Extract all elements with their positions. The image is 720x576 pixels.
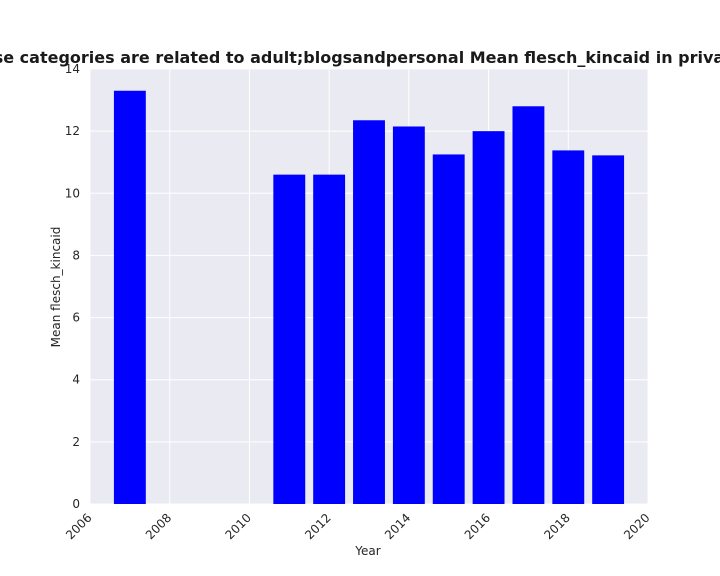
bar-2015 (432, 154, 465, 505)
bars (113, 90, 625, 505)
x-tick-label: 2016 (462, 511, 493, 542)
bar-2011 (273, 174, 306, 504)
chart-title: Websites whose categories are related to… (0, 48, 720, 67)
y-tick-label: 2 (72, 435, 80, 449)
bar-2016 (472, 131, 505, 504)
bar-2018 (552, 150, 585, 504)
x-tick-label: 2018 (541, 511, 572, 542)
x-tick-label: 2012 (302, 511, 333, 542)
y-tick-label: 12 (65, 124, 80, 138)
bar-2007 (113, 90, 146, 504)
x-tick-labels: 2006 2008 2010 2012 2014 2016 2018 2020 (63, 511, 652, 542)
y-tick-labels: 0 2 4 6 8 10 12 14 (65, 62, 80, 511)
y-tick-label: 10 (65, 186, 80, 200)
y-axis-label: Mean flesch_kincaid (49, 227, 63, 348)
x-tick-label: 2010 (223, 511, 254, 542)
y-tick-label: 0 (72, 497, 80, 511)
x-tick-label: 2008 (143, 511, 174, 542)
y-tick-label: 6 (72, 311, 80, 325)
y-tick-label: 14 (65, 62, 80, 76)
x-axis-label: Year (354, 544, 380, 558)
y-tick-label: 8 (72, 248, 80, 262)
y-tick-label: 4 (72, 373, 80, 387)
bar-2012 (313, 174, 346, 504)
x-tick-label: 2006 (63, 511, 94, 542)
bar-2017 (512, 106, 545, 505)
bar-2013 (353, 120, 385, 505)
bar-2019 (592, 155, 625, 504)
bar-2014 (392, 126, 425, 504)
x-tick-label: 2020 (621, 511, 652, 542)
x-tick-label: 2014 (382, 511, 413, 542)
